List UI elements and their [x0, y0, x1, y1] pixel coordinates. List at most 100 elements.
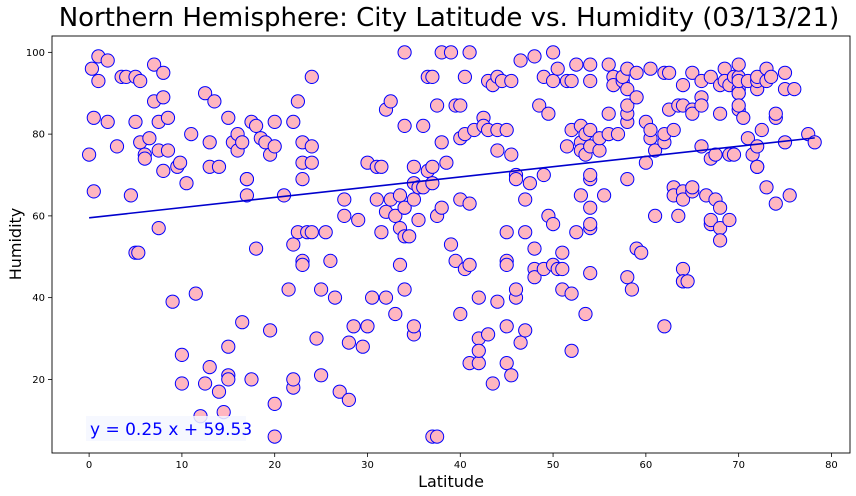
data-point [286, 372, 301, 387]
data-point [685, 180, 700, 195]
data-point [425, 159, 440, 174]
plot-frame [51, 35, 851, 454]
data-point [453, 306, 468, 322]
x-tick-label: 60 [639, 460, 652, 471]
data-point [504, 73, 519, 89]
regression-equation: y = 0.25 x + 59.53 [90, 420, 252, 440]
data-point [430, 98, 445, 113]
data-point [304, 155, 319, 170]
data-point [374, 159, 389, 174]
data-point [490, 143, 505, 158]
data-point [522, 176, 538, 191]
data-point [648, 208, 663, 223]
data-point [680, 274, 695, 289]
data-point [174, 376, 189, 391]
data-point [583, 73, 598, 89]
data-point [643, 61, 658, 76]
data-point [341, 392, 356, 407]
data-point [620, 98, 635, 113]
data-point [323, 253, 338, 268]
x-tick-label: 80 [825, 460, 838, 471]
data-point [536, 167, 551, 183]
data-point [768, 196, 783, 211]
data-point [504, 368, 519, 383]
data-point [397, 45, 412, 60]
data-point [84, 61, 100, 76]
data-point [685, 106, 700, 121]
data-point [397, 282, 412, 297]
data-point [374, 225, 389, 240]
data-point [327, 290, 343, 305]
data-point [685, 65, 700, 80]
y-tick-label: 60 [32, 211, 45, 222]
data-point [263, 323, 278, 338]
data-point [583, 266, 598, 281]
data-point [578, 306, 593, 322]
data-point [513, 53, 528, 68]
data-point [160, 143, 176, 158]
data-point [634, 245, 649, 260]
x-tick-label: 10 [176, 460, 189, 471]
data-point [198, 86, 213, 101]
data-point [504, 147, 519, 162]
data-point [281, 282, 296, 297]
data-point [151, 221, 166, 236]
data-point [91, 73, 106, 89]
data-point [100, 53, 115, 68]
data-point [657, 319, 672, 334]
data-point [518, 192, 533, 207]
data-point [383, 94, 398, 109]
data-point [629, 65, 644, 80]
data-point [443, 237, 459, 252]
data-point [267, 114, 282, 130]
data-point [555, 261, 570, 277]
data-point [754, 122, 769, 138]
y-tick-label: 40 [32, 293, 45, 304]
data-point [620, 82, 635, 97]
data-point [388, 306, 403, 322]
regression-line [89, 137, 815, 219]
data-point [457, 69, 472, 85]
data-point [675, 261, 691, 277]
data-point [662, 65, 677, 80]
data-point [430, 429, 445, 444]
y-tick-label: 20 [32, 375, 45, 386]
data-point [518, 225, 533, 240]
data-point [341, 335, 356, 350]
data-point [559, 139, 575, 154]
data-point [267, 396, 282, 411]
data-point [304, 225, 319, 240]
data-point [583, 57, 598, 72]
data-point [179, 176, 194, 191]
equation-box [86, 416, 246, 441]
data-point [787, 82, 802, 97]
data-point [406, 192, 421, 207]
data-point [318, 225, 333, 240]
data-point [369, 192, 384, 207]
data-point [527, 241, 542, 256]
data-point [267, 429, 282, 444]
data-point [573, 188, 589, 203]
data-point [764, 69, 779, 85]
data-point [304, 139, 319, 154]
data-point [726, 147, 742, 162]
data-point [131, 245, 146, 260]
data-point [86, 184, 101, 199]
x-axis-label: Latitude [418, 472, 484, 491]
data-point [648, 143, 663, 158]
data-point [239, 188, 254, 203]
data-point [550, 61, 565, 76]
data-point [453, 98, 468, 113]
data-point [346, 319, 361, 334]
data-point [569, 57, 584, 72]
data-point [592, 143, 607, 158]
data-point [128, 114, 143, 130]
data-point [638, 155, 654, 170]
data-point [337, 208, 352, 223]
data-point [759, 180, 774, 195]
data-point [165, 294, 180, 309]
x-tick-label: 20 [268, 460, 281, 471]
data-point [137, 151, 152, 166]
data-point [286, 114, 301, 130]
data-point [304, 69, 319, 85]
